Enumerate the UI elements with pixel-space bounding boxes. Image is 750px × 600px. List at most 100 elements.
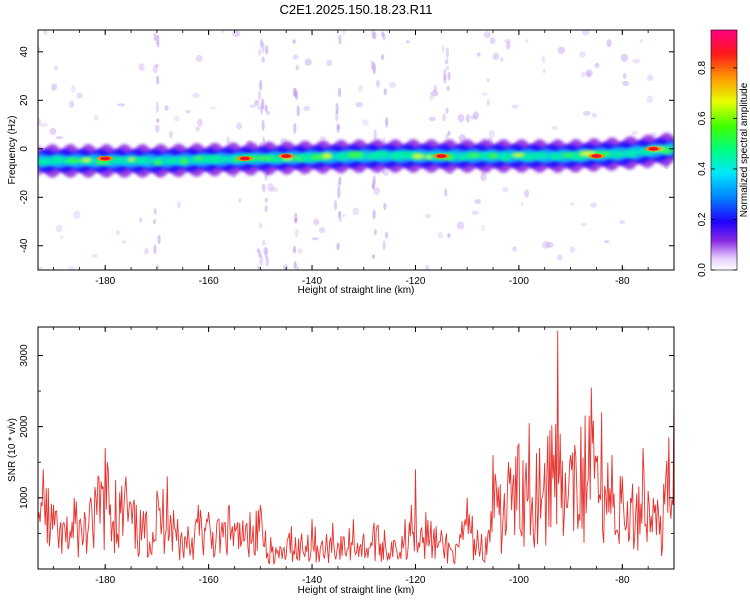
streak-speck bbox=[261, 42, 265, 54]
streak-speck bbox=[444, 188, 448, 197]
noise-speck bbox=[476, 52, 481, 57]
colorbar-tick-label: 0.0 bbox=[697, 263, 708, 277]
streak-speck bbox=[262, 183, 266, 193]
colorbar-label: Normalized spectral amplitude bbox=[739, 82, 750, 217]
streak-speck bbox=[372, 209, 376, 220]
streak-speck bbox=[156, 118, 160, 123]
band-blob bbox=[153, 159, 163, 166]
noise-speck bbox=[492, 52, 500, 60]
noise-speck bbox=[93, 114, 99, 121]
noise-speck bbox=[581, 71, 586, 78]
streak-speck bbox=[295, 65, 299, 71]
streak-speck bbox=[373, 31, 377, 40]
noise-speck bbox=[465, 114, 470, 123]
streak-speck bbox=[258, 249, 262, 258]
noise-speck bbox=[51, 83, 58, 91]
noise-speck bbox=[586, 71, 591, 78]
noise-speck bbox=[49, 128, 57, 135]
noise-speck bbox=[76, 92, 83, 99]
noise-speck bbox=[138, 63, 145, 72]
spectrogram-ticks: -180 -160 -140 -120 -100 -80 -40 -20 0 20 40 bbox=[19, 30, 675, 287]
noise-speck bbox=[382, 170, 389, 176]
streak-speck bbox=[293, 261, 297, 269]
band-blob bbox=[549, 154, 561, 160]
noise-speck bbox=[580, 222, 588, 227]
y-tick-label: 1000 bbox=[19, 486, 30, 509]
streak-speck bbox=[259, 254, 263, 267]
streak-speck bbox=[261, 56, 265, 63]
noise-speck bbox=[481, 224, 485, 232]
band-blob bbox=[165, 158, 178, 164]
band-blob bbox=[310, 154, 326, 160]
streak-speck bbox=[443, 69, 447, 81]
noise-speck bbox=[254, 99, 260, 106]
band-blob bbox=[321, 152, 333, 160]
snr-ticks: -180 -160 -140 -120 -100 -80 1000 2000 3000 bbox=[19, 327, 675, 586]
noise-speck bbox=[352, 207, 360, 216]
band-blob bbox=[488, 152, 499, 159]
noise-speck bbox=[441, 44, 445, 53]
band-blob bbox=[532, 153, 546, 158]
noise-speck bbox=[650, 132, 658, 137]
hot-spot bbox=[281, 154, 292, 158]
streak-speck bbox=[338, 210, 342, 219]
noise-speck bbox=[38, 46, 41, 52]
noise-speck bbox=[303, 105, 311, 111]
streak-speck bbox=[264, 197, 268, 203]
x-tick-label: -160 bbox=[199, 575, 219, 586]
streak-speck bbox=[372, 62, 376, 75]
noise-speck bbox=[295, 228, 299, 238]
noise-speck bbox=[646, 74, 654, 81]
streak-speck bbox=[292, 87, 297, 97]
hot-spot bbox=[239, 156, 250, 161]
streak-speck bbox=[445, 107, 449, 114]
noise-speck bbox=[620, 53, 629, 62]
streak-speck bbox=[385, 116, 389, 128]
noise-speck bbox=[355, 101, 363, 108]
noise-speck bbox=[525, 39, 529, 44]
streak-speck bbox=[294, 212, 298, 224]
noise-speck bbox=[155, 124, 160, 133]
streak-speck bbox=[371, 179, 376, 191]
streak-speck bbox=[337, 87, 342, 98]
hot-spot bbox=[591, 154, 602, 158]
streak-speck bbox=[155, 63, 159, 68]
colorbar-tick-label: 0.4 bbox=[697, 162, 708, 176]
y-tick-label: 0 bbox=[19, 146, 30, 152]
spectrogram-xlabel: Height of straight line (km) bbox=[298, 285, 415, 296]
x-tick-label: -160 bbox=[199, 276, 219, 287]
noise-speck bbox=[38, 118, 42, 126]
streak-speck bbox=[153, 244, 157, 255]
noise-speck bbox=[177, 200, 181, 209]
streak-speck bbox=[371, 30, 375, 38]
streak-speck bbox=[156, 34, 160, 45]
noise-speck bbox=[341, 30, 346, 35]
streak-speck bbox=[265, 255, 269, 267]
streak-speck bbox=[371, 184, 375, 189]
noise-speck bbox=[456, 221, 465, 230]
noise-speck bbox=[486, 78, 490, 83]
streak-speck bbox=[257, 90, 262, 102]
snr-ylabel: SNR (10 * v/v) bbox=[7, 418, 18, 482]
band-blob bbox=[65, 158, 83, 163]
band-blob bbox=[626, 151, 638, 157]
streak-speck bbox=[446, 86, 450, 91]
snr-line bbox=[38, 330, 674, 565]
noise-speck bbox=[542, 241, 550, 249]
noise-speck bbox=[582, 110, 591, 116]
noise-speck bbox=[271, 187, 279, 193]
streak-speck bbox=[447, 71, 451, 81]
noise-speck bbox=[304, 58, 312, 66]
noise-speck bbox=[173, 115, 180, 122]
streak-speck bbox=[445, 58, 449, 65]
y-tick-label: 3000 bbox=[19, 344, 30, 367]
y-tick-label: -40 bbox=[19, 238, 30, 253]
noise-speck bbox=[506, 40, 511, 50]
snr-frame bbox=[37, 326, 675, 570]
noise-speck bbox=[70, 85, 76, 93]
noise-speck bbox=[486, 98, 490, 107]
noise-speck bbox=[221, 30, 225, 34]
streak-speck bbox=[371, 254, 376, 259]
noise-speck bbox=[512, 246, 517, 252]
band-blob bbox=[81, 157, 92, 163]
